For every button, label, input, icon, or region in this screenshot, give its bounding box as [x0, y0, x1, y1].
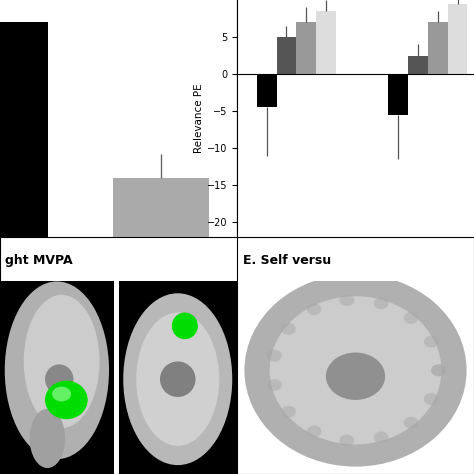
Ellipse shape — [24, 295, 100, 428]
Ellipse shape — [123, 293, 232, 465]
Ellipse shape — [374, 431, 389, 443]
Bar — [447, 4, 467, 74]
Bar — [276, 37, 296, 74]
Bar — [118, 282, 237, 474]
Bar — [0, 282, 114, 474]
Ellipse shape — [45, 365, 73, 394]
Bar — [428, 22, 447, 74]
Ellipse shape — [52, 387, 71, 401]
Ellipse shape — [374, 297, 389, 309]
Bar — [113, 178, 209, 237]
Y-axis label: Relevance PE: Relevance PE — [194, 84, 204, 153]
Ellipse shape — [424, 336, 438, 347]
Ellipse shape — [431, 365, 446, 376]
Bar — [316, 11, 336, 74]
Ellipse shape — [281, 323, 296, 335]
Bar — [0, 237, 237, 474]
Text: ght MVPA: ght MVPA — [5, 254, 73, 267]
Ellipse shape — [403, 312, 419, 324]
Ellipse shape — [281, 406, 296, 418]
Ellipse shape — [267, 350, 282, 362]
Bar — [257, 74, 276, 108]
Bar — [237, 237, 474, 474]
Bar — [388, 74, 408, 115]
Ellipse shape — [5, 282, 109, 459]
Ellipse shape — [326, 353, 385, 400]
Ellipse shape — [160, 361, 196, 397]
Ellipse shape — [431, 365, 446, 376]
Ellipse shape — [29, 409, 65, 468]
Ellipse shape — [307, 426, 321, 438]
Ellipse shape — [339, 435, 354, 447]
Ellipse shape — [172, 312, 198, 339]
Bar — [237, 237, 474, 282]
Bar — [408, 55, 428, 74]
Ellipse shape — [245, 274, 466, 466]
Bar — [0, 237, 237, 282]
Ellipse shape — [307, 303, 321, 315]
Ellipse shape — [267, 379, 282, 391]
Ellipse shape — [45, 381, 88, 419]
Ellipse shape — [339, 294, 354, 306]
Bar — [0, 21, 48, 237]
Ellipse shape — [403, 417, 419, 428]
Bar — [296, 22, 316, 74]
Ellipse shape — [424, 393, 438, 405]
Text: E. Self versu: E. Self versu — [243, 254, 331, 267]
Ellipse shape — [137, 312, 219, 446]
Ellipse shape — [270, 296, 441, 445]
